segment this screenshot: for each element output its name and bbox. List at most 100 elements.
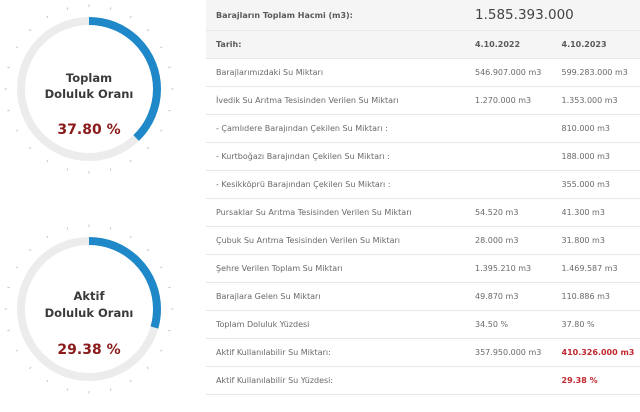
row-label: Barajlarımızdaki Su Miktarı [206, 58, 467, 87]
gauge-tick [28, 248, 32, 252]
gauge-tick [146, 366, 150, 370]
row-value-2023: 410.326.000 m3 [553, 338, 640, 367]
gauge-fill-arc [17, 237, 161, 381]
row-label: Pursaklar Su Arıtma Tesisinden Verilen S… [206, 198, 467, 227]
gauge-tick [129, 159, 132, 163]
gauge-tick [109, 388, 112, 391]
row-value-2022: 1.270.000 m3 [467, 86, 554, 115]
gauge-title-line1: Toplam [65, 71, 113, 85]
table-row: Toplam Doluluk Yüzdesi 34.50 % 37.80 % [206, 310, 640, 339]
row-label: Aktif Kullanılabilir Su Miktarı: [206, 338, 467, 367]
date-2023: 4.10.2023 [553, 30, 640, 59]
row-value-2023: 1.469.587 m3 [553, 254, 640, 283]
total-volume-value: 1.585.393.000 [467, 0, 640, 31]
row-value-2022 [467, 142, 554, 171]
gauge-tick [109, 7, 112, 10]
total-fill-gauge: Toplam Doluluk Oranı 37.80 % [0, 0, 178, 178]
row-value-2022: 54.520 m3 [467, 198, 554, 227]
gauge-fill-arc [17, 17, 161, 161]
gauge-tick [159, 349, 163, 352]
row-value-2022 [467, 114, 554, 143]
dam-statistics-table: Barajların Toplam Hacmi (m3): 1.585.393.… [206, 0, 640, 395]
row-value-2022: 357.950.000 m3 [467, 338, 554, 367]
table-row: Aktif Kullanılabilir Su Miktarı: 357.950.… [206, 338, 640, 367]
row-value-2023: 355.000 m3 [553, 170, 640, 199]
row-value-2023: 599.283.000 m3 [553, 58, 640, 87]
gauge-tick [28, 146, 32, 150]
active-fill-ring [4, 224, 174, 394]
table-row: Şehre Verilen Toplam Su Miktarı 1.395.210… [206, 254, 640, 283]
row-label: Barajlara Gelen Su Miktarı [206, 282, 467, 311]
table-row: Barajlarımızdaki Su Miktarı 546.907.000 m… [206, 58, 640, 87]
row-label: Çubuk Su Arıtma Tesisinden Verilen Su Mi… [206, 226, 467, 255]
gauge-tick [46, 379, 49, 383]
gauge-tick [15, 46, 19, 49]
row-value-2022: 49.870 m3 [467, 282, 554, 311]
gauge-tick [159, 266, 163, 269]
gauge-tick [159, 129, 163, 132]
date-label: Tarih: [206, 30, 467, 59]
gauge-tick [7, 66, 10, 69]
row-label: - Kurtboğazı Barajından Çekilen Su Mikta… [206, 142, 467, 171]
active-fill-value: 29.38 % [57, 342, 121, 358]
date-row: Tarih: 4.10.2022 4.10.2023 [206, 30, 640, 59]
row-value-2022: 546.907.000 m3 [467, 58, 554, 87]
table-row: - Kesikköprü Barajından Çekilen Su Mikta… [206, 170, 640, 199]
row-value-2023: 37.80 % [553, 310, 640, 339]
table-row: İvedik Su Arıtma Tesisinden Verilen Su M… [206, 86, 640, 115]
gauge-tick [168, 329, 171, 332]
gauge-tick [66, 7, 69, 10]
row-value-2023: 29.38 % [553, 366, 640, 395]
table-row: Aktif Kullanılabilir Su Yüzdesi: 29.38 % [206, 366, 640, 395]
gauge-tick [146, 28, 150, 32]
row-value-2023: 41.300 m3 [553, 198, 640, 227]
gauge-tick [46, 235, 49, 239]
gauge-tick [109, 168, 112, 171]
gauge-tick [129, 235, 132, 239]
row-value-2022 [467, 366, 554, 395]
gauge-tick [46, 159, 49, 163]
gauge-tick [7, 286, 10, 289]
gauge-tick [146, 146, 150, 150]
row-value-2023: 110.886 m3 [553, 282, 640, 311]
table-row: Pursaklar Su Arıtma Tesisinden Verilen S… [206, 198, 640, 227]
row-value-2022: 28.000 m3 [467, 226, 554, 255]
active-fill-gauge: Aktif Doluluk Oranı 29.38 % [0, 220, 178, 398]
gauge-tick [15, 349, 19, 352]
gauge-title-line2: Doluluk Oranı [44, 87, 134, 101]
table-row: Barajlara Gelen Su Miktarı 49.870 m3 110.8… [206, 282, 640, 311]
row-value-2023: 1.353.000 m3 [553, 86, 640, 115]
gauge-tick [15, 266, 19, 269]
gauge-tick [46, 15, 49, 19]
gauge-tick [28, 28, 32, 32]
gauge-tick [146, 248, 150, 252]
row-value-2023: 188.000 m3 [553, 142, 640, 171]
gauge-tick [66, 168, 69, 171]
gauge-tick [7, 329, 10, 332]
gauge-tick [168, 109, 171, 112]
row-label: Aktif Kullanılabilir Su Yüzdesi: [206, 366, 467, 395]
gauge-tick [66, 227, 69, 230]
row-label: - Çamlıdere Barajından Çekilen Su Miktar… [206, 114, 467, 143]
table-row: Çubuk Su Arıtma Tesisinden Verilen Su Mi… [206, 226, 640, 255]
gauge-tick [109, 227, 112, 230]
gauge-title-line1: Aktif [73, 289, 105, 303]
table-row: - Kurtboğazı Barajından Çekilen Su Mikta… [206, 142, 640, 171]
gauge-tick [28, 366, 32, 370]
row-value-2022: 34.50 % [467, 310, 554, 339]
row-value-2023: 31.800 m3 [553, 226, 640, 255]
total-volume-row: Barajların Toplam Hacmi (m3): 1.585.393.… [206, 0, 640, 31]
total-fill-value: 37.80 % [57, 122, 121, 138]
date-2022: 4.10.2022 [467, 30, 554, 59]
gauge-tick [129, 15, 132, 19]
gauge-tick [66, 388, 69, 391]
row-value-2023: 810.000 m3 [553, 114, 640, 143]
row-value-2022: 1.395.210 m3 [467, 254, 554, 283]
gauge-tick [15, 129, 19, 132]
row-label: - Kesikköprü Barajından Çekilen Su Mikta… [206, 170, 467, 199]
total-fill-ring [4, 4, 174, 174]
gauge-tick [168, 66, 171, 69]
row-value-2022 [467, 170, 554, 199]
gauge-tick [129, 379, 132, 383]
gauge-tick [159, 46, 163, 49]
